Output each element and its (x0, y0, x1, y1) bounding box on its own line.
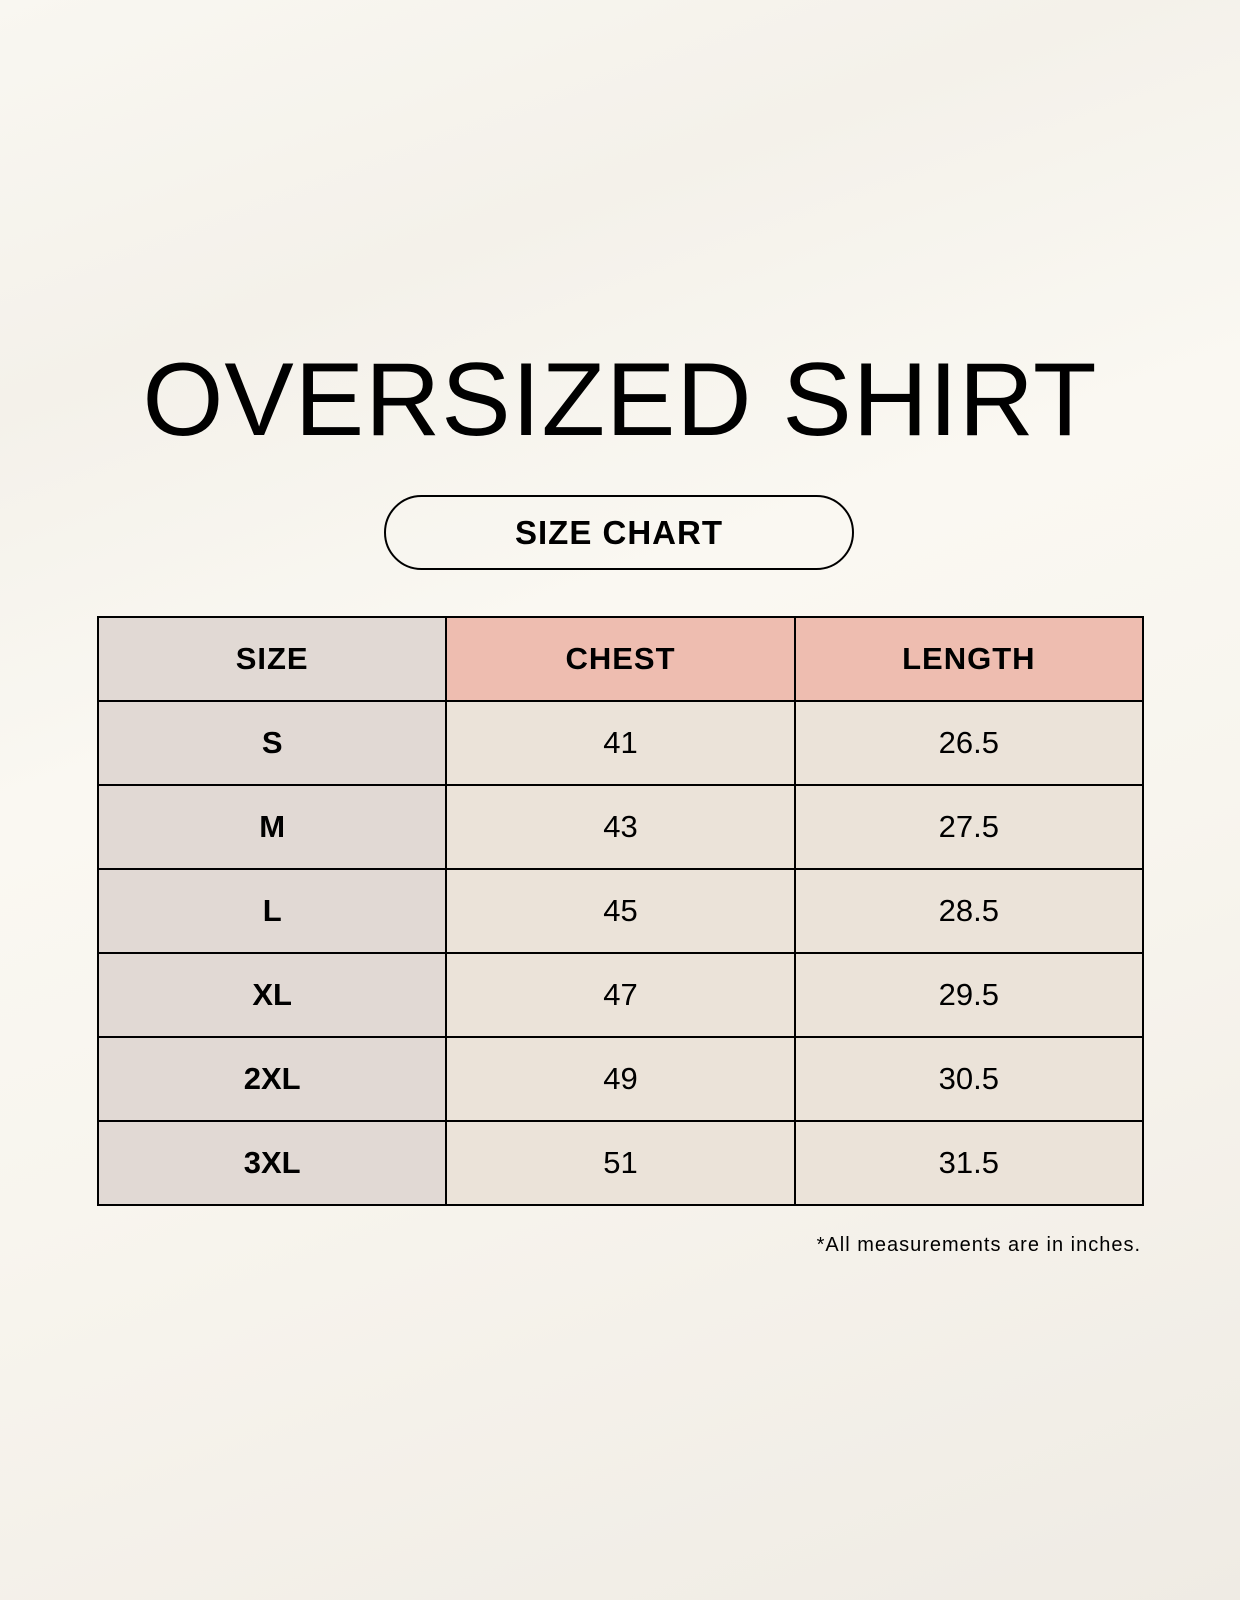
cell-chest: 41 (445, 700, 796, 786)
size-chart-label: SIZE CHART (384, 495, 854, 570)
cell-size: L (96, 868, 448, 954)
cell-length: 30.5 (793, 1036, 1145, 1122)
table-row: XL 47 29.5 (96, 952, 1145, 1038)
cell-size: S (96, 700, 448, 786)
cell-size: 3XL (96, 1120, 448, 1206)
table-row: 3XL 51 31.5 (96, 1120, 1145, 1206)
header-chest: CHEST (445, 616, 796, 702)
cell-chest: 51 (445, 1120, 796, 1206)
table-row: 2XL 49 30.5 (96, 1036, 1145, 1122)
cell-size: XL (96, 952, 448, 1038)
cell-chest: 45 (445, 868, 796, 954)
cell-length: 31.5 (793, 1120, 1145, 1206)
header-size: SIZE (96, 616, 448, 702)
cell-length: 28.5 (793, 868, 1145, 954)
table-header-row: SIZE CHEST LENGTH (96, 616, 1145, 702)
cell-length: 26.5 (793, 700, 1145, 786)
cell-length: 27.5 (793, 784, 1145, 870)
table-row: M 43 27.5 (96, 784, 1145, 870)
cell-size: 2XL (96, 1036, 448, 1122)
page-title: OVERSIZED SHIRT (142, 342, 1098, 458)
cell-size: M (96, 784, 448, 870)
cell-length: 29.5 (793, 952, 1145, 1038)
size-table: SIZE CHEST LENGTH S 41 26.5 M 43 27.5 L 45 28.5 X… (96, 616, 1145, 1206)
cell-chest: 49 (445, 1036, 796, 1122)
table-row: S 41 26.5 (96, 700, 1145, 786)
cell-chest: 47 (445, 952, 796, 1038)
footnote: *All measurements are in inches. (816, 1234, 1141, 1256)
table-row: L 45 28.5 (96, 868, 1145, 954)
header-length: LENGTH (793, 616, 1145, 702)
cell-chest: 43 (445, 784, 796, 870)
